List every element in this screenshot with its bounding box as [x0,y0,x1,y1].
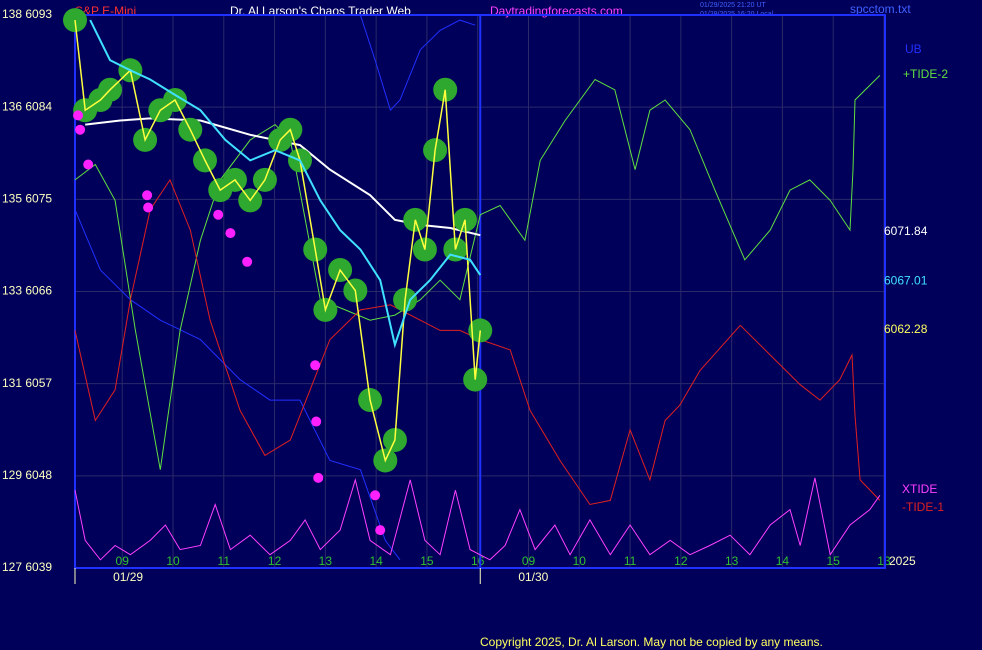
y-tick-label: 131 6057 [2,376,52,390]
end-label: 6071.84 [884,224,928,238]
x-tick-label: 10 [166,554,180,568]
marker [75,124,86,135]
marker [83,159,94,170]
series-label: XTIDE [902,482,937,496]
y-tick-label: 129 6048 [2,468,52,482]
series-line [74,178,881,506]
series-line [74,75,881,470]
series-line [359,14,476,112]
date-label: 01/29 [113,570,143,584]
x-tick-label: 11 [624,554,637,568]
x-tick-label: 15 [827,554,841,568]
marker [310,360,321,371]
x-tick-label: 12 [268,554,282,568]
marker [370,490,381,501]
x-tick-label: 13 [725,554,739,568]
site: Daytradingforecasts.com [490,4,623,18]
x-tick-label: 09 [522,554,536,568]
y-tick-label: 136 6084 [2,99,52,113]
marker [213,209,224,220]
series-label: UB [905,42,922,56]
y-tick-label: 135 6075 [2,192,52,206]
series-line [74,209,401,561]
date-label: 01/30 [518,570,548,584]
marker [375,525,386,536]
marker [311,416,322,427]
x-tick-label: 13 [319,554,333,568]
x-tick-label: 09 [116,554,130,568]
series-line [89,19,482,349]
chart-title: Dr. Al Larson's Chaos Trader Web [230,4,411,18]
marker [313,472,324,483]
y-tick-label: 127 6039 [2,560,52,574]
y-tick-label: 138 6093 [2,7,52,21]
marker [73,110,84,121]
x-tick-label: 14 [369,554,383,568]
file-name: spcctom.txt [850,2,911,16]
end-label: 6062.28 [884,322,928,336]
series-line [74,477,881,561]
marker [143,202,154,213]
marker [242,256,253,267]
x-tick-label: 12 [674,554,688,568]
x-tick-label: 11 [218,554,231,568]
x-tick-label: 16 [471,554,485,568]
copyright: Copyright 2025, Dr. Al Larson. May not b… [480,635,823,649]
marker [225,228,236,239]
end-label: 6067.01 [884,273,928,287]
y-tick-label: 133 6066 [2,284,52,298]
marker [142,190,153,201]
timestamp: 01/29/2025 21:20 UT [700,2,766,9]
year: 2025 [889,554,916,568]
x-tick-label: 10 [573,554,587,568]
x-tick-label: 15 [420,554,434,568]
series-label: -TIDE-1 [902,500,944,514]
series-label: +TIDE-2 [903,67,948,81]
x-tick-label: 14 [776,554,790,568]
